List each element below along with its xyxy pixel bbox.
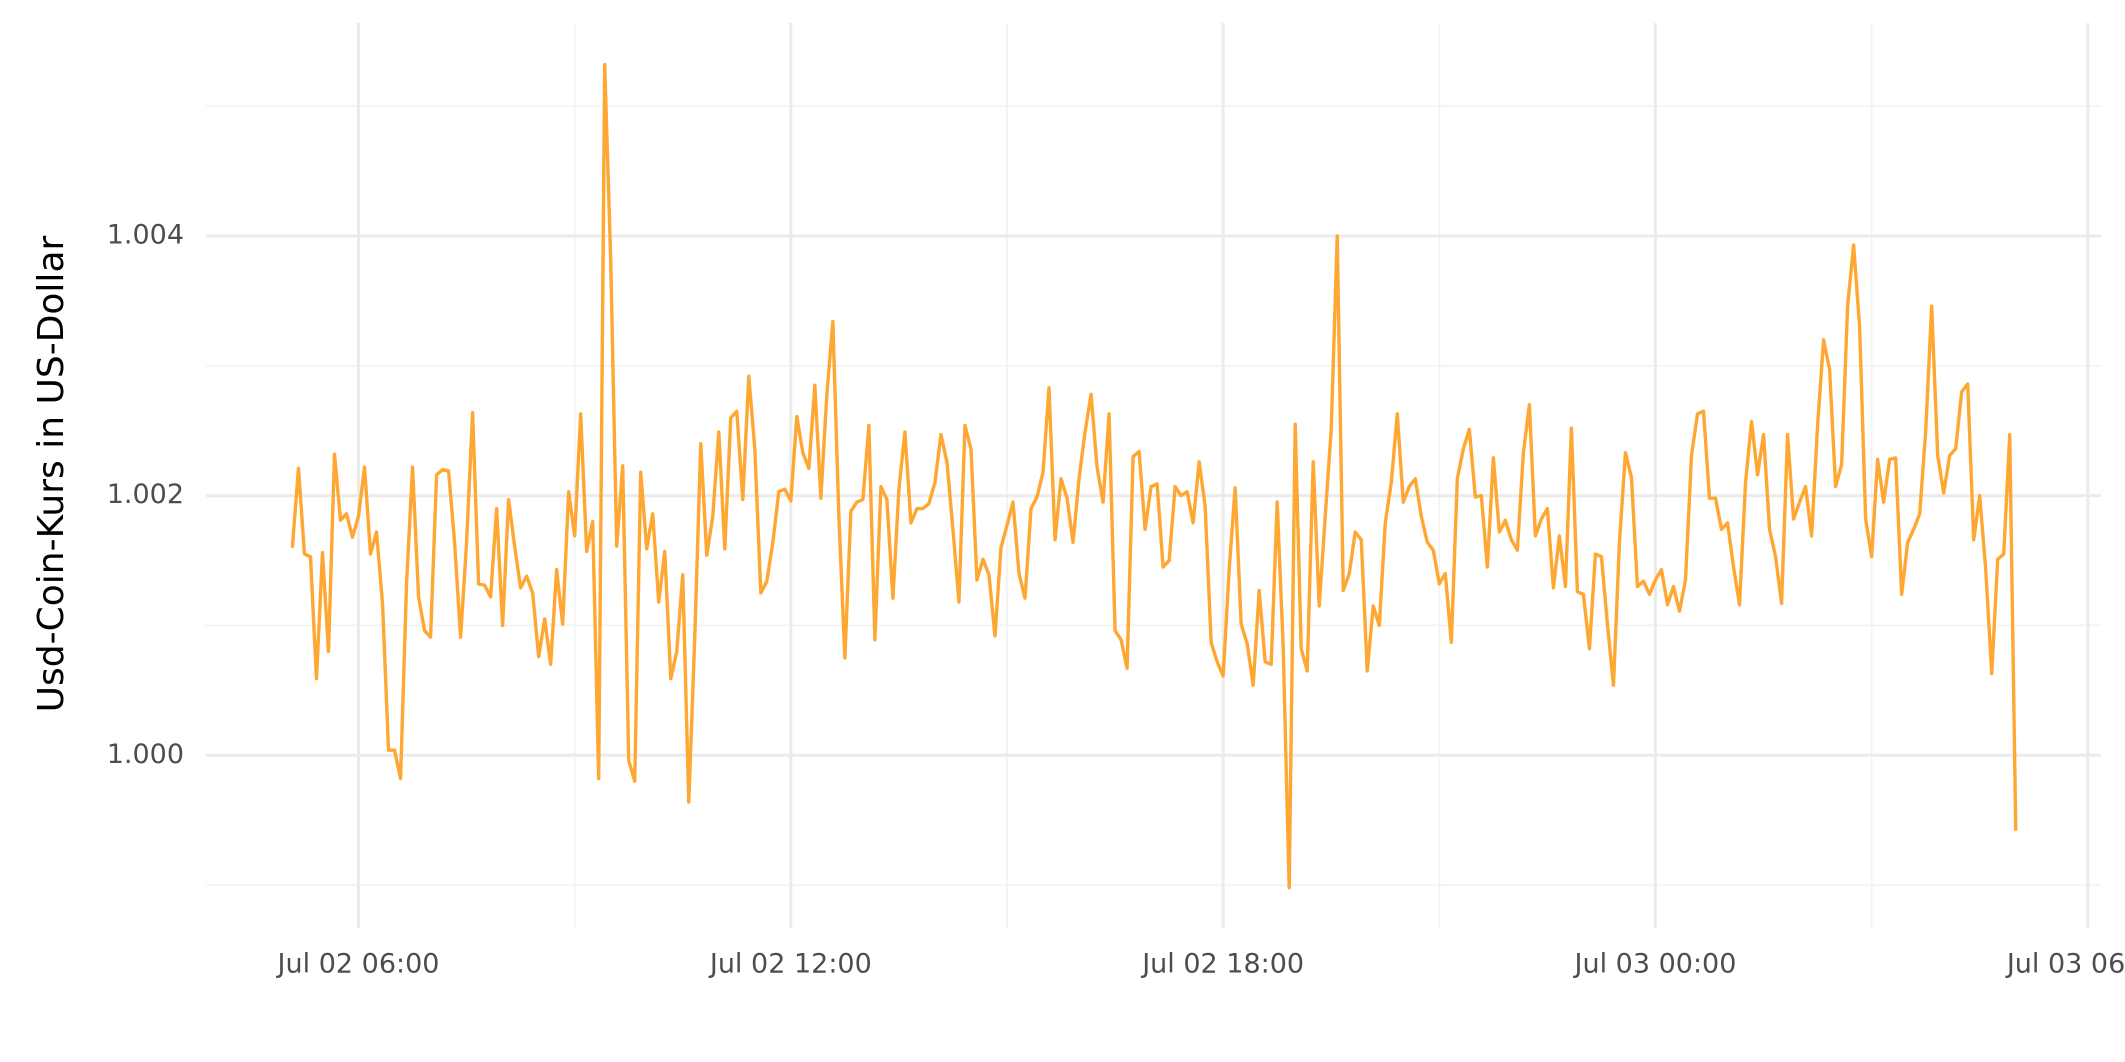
x-tick-label: Jul 03 06:00 (2005, 949, 2125, 980)
y-axis-title: Usd-Coin-Kurs in US-Dollar (31, 236, 72, 713)
y-tick-label: 1.000 (107, 739, 184, 770)
x-tick-label: Jul 03 00:00 (1573, 949, 1737, 980)
y-tick-label: 1.004 (107, 219, 184, 250)
marks (290, 62, 2018, 890)
x-tick-label: Jul 02 12:00 (708, 949, 872, 980)
labels: 1.000 1.002 1.004 Jul 02 06:00 Jul 02 12:00 J… (107, 219, 2125, 979)
price-line (290, 62, 2018, 890)
y-tick-label: 1.002 (107, 479, 184, 510)
x-tick-label: Jul 02 18:00 (1140, 949, 1304, 980)
x-tick-label: Jul 02 06:00 (276, 949, 440, 980)
